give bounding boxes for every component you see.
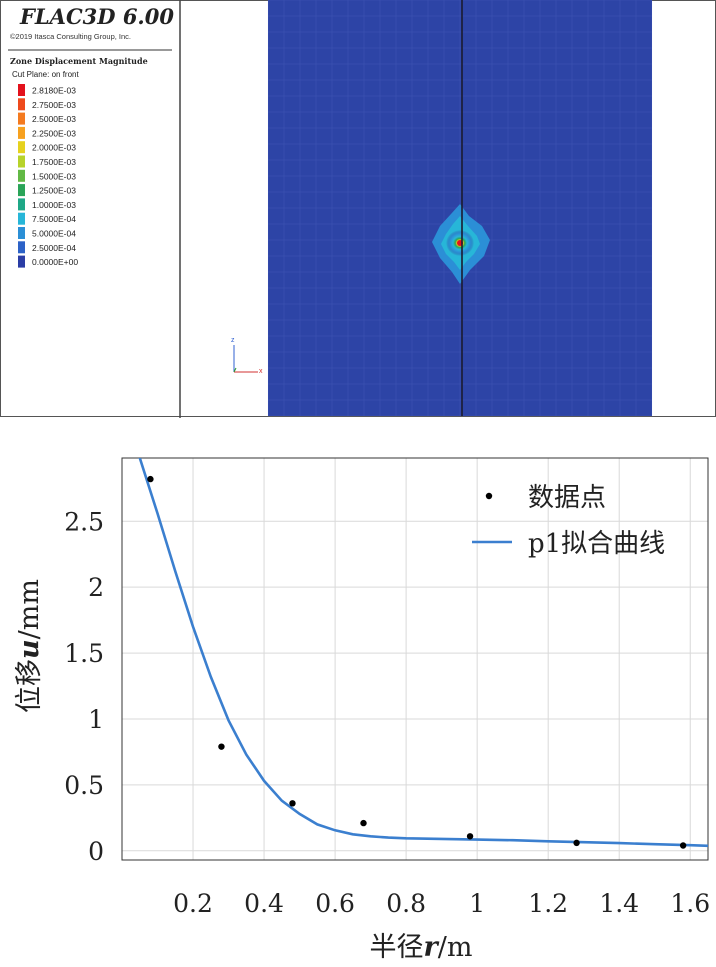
x-axis-label-unit: /m [438, 932, 473, 963]
color-legend: 2.8180E-03 2.7500E-03 2.5000E-03 2.2500E-03… [18, 84, 78, 268]
legend-swatch-6 [18, 169, 25, 182]
legend-swatch-2 [18, 112, 25, 125]
x-tick-label: 0.2 [173, 889, 213, 918]
model-view [267, 0, 653, 417]
y-tick-label: 1.5 [64, 639, 104, 668]
y-axis-ticks: 0 0.5 1 1.5 2 2.5 [64, 507, 104, 866]
legend-entry-label-1: 2.7500E-03 [32, 100, 76, 110]
x-axis-label-var: r [424, 932, 440, 963]
legend-swatch-3 [18, 126, 25, 139]
displacement-chart: 0.2 0.4 0.6 0.8 1 1.2 1.4 1.6 0 0.5 1 1.5 2 2.5 数据点 … [14, 457, 710, 963]
y-tick-label: 2 [88, 573, 104, 602]
legend-entry-label-8: 1.0000E-03 [32, 200, 76, 210]
legend-swatch-9 [18, 212, 25, 225]
legend-entry-label-5: 1.7500E-03 [32, 157, 76, 167]
legend-entry-label-3: 2.2500E-03 [32, 128, 76, 138]
legend-entry-label-11: 2.5000E-04 [32, 243, 76, 253]
x-axis-label-prefix: 半径 [370, 932, 424, 963]
data-point [466, 833, 474, 840]
legend-entry-label-4: 2.0000E-03 [32, 143, 76, 153]
y-tick-label: 1 [88, 705, 104, 734]
chart-grid [122, 458, 708, 860]
legend-panel-subtitle: Cut Plane: on front [12, 70, 79, 79]
legend-panel-title: Zone Displacement Magnitude [10, 56, 148, 66]
plot-area [121, 457, 709, 861]
y-axis-label: 位移u/mm [14, 579, 45, 713]
x-tick-label: 1.4 [599, 889, 639, 918]
legend-entry-label-12: 0.0000E+00 [32, 257, 78, 267]
data-point [360, 819, 367, 827]
data-point [679, 842, 687, 849]
x-tick-label: 1.6 [670, 889, 710, 918]
y-tick-label: 2.5 [64, 507, 104, 536]
legend-marker-data-points [485, 492, 493, 500]
x-axis-label: 半径r/m [370, 932, 473, 963]
x-tick-label: 1.2 [528, 889, 568, 918]
data-point [218, 743, 225, 750]
x-tick-label: 0.6 [315, 889, 355, 918]
legend-swatch-0 [18, 84, 25, 96]
y-tick-label: 0 [88, 837, 104, 866]
legend-label-fit-curve: p1拟合曲线 [528, 529, 665, 559]
legend-swatch-8 [18, 198, 25, 211]
y-axis-label-unit: /mm [14, 579, 45, 639]
copyright-text: ©2019 Itasca Consulting Group, Inc. [10, 32, 131, 41]
data-point [147, 475, 154, 483]
chart-legend: 数据点 p1拟合曲线 [472, 483, 665, 559]
legend-entry-label-7: 1.2500E-03 [32, 186, 76, 196]
legend-swatch-1 [18, 98, 25, 111]
axes-triad: z x [231, 337, 263, 375]
legend-swatch-12 [18, 255, 25, 268]
data-point [289, 800, 296, 807]
y-tick-label: 0.5 [64, 771, 104, 800]
triad-z-label: z [231, 337, 235, 344]
legend-entry-label-9: 7.5000E-04 [32, 214, 76, 224]
legend-entry-label-6: 1.5000E-03 [32, 171, 76, 181]
x-tick-label: 1 [469, 889, 485, 918]
x-axis-ticks: 0.2 0.4 0.6 0.8 1 1.2 1.4 1.6 [173, 889, 710, 918]
triad-x-label: x [259, 368, 263, 375]
legend-swatch-7 [18, 184, 25, 197]
y-axis-label-var: u [14, 639, 45, 659]
legend-entry-label-2: 2.5000E-03 [32, 114, 76, 124]
app-title: FLAC3D 6.00 [19, 4, 174, 29]
legend-swatch-11 [18, 241, 25, 254]
legend-label-data-points: 数据点 [528, 483, 606, 513]
data-point [573, 839, 580, 847]
y-axis-label-prefix: 位移 [14, 659, 45, 713]
legend-swatch-10 [18, 227, 25, 239]
x-tick-label: 0.4 [244, 889, 284, 918]
legend-swatch-4 [18, 141, 25, 154]
legend-entry-label-10: 5.0000E-04 [32, 229, 76, 239]
series-layer [138, 458, 708, 849]
legend-entry-label-0: 2.8180E-03 [32, 86, 76, 96]
fit-curve-line [138, 458, 708, 848]
flac3d-screenshot: FLAC3D 6.00 ©2019 Itasca Consulting Grou… [0, 0, 716, 418]
x-tick-label: 0.8 [386, 889, 426, 918]
legend-swatch-5 [18, 155, 25, 168]
